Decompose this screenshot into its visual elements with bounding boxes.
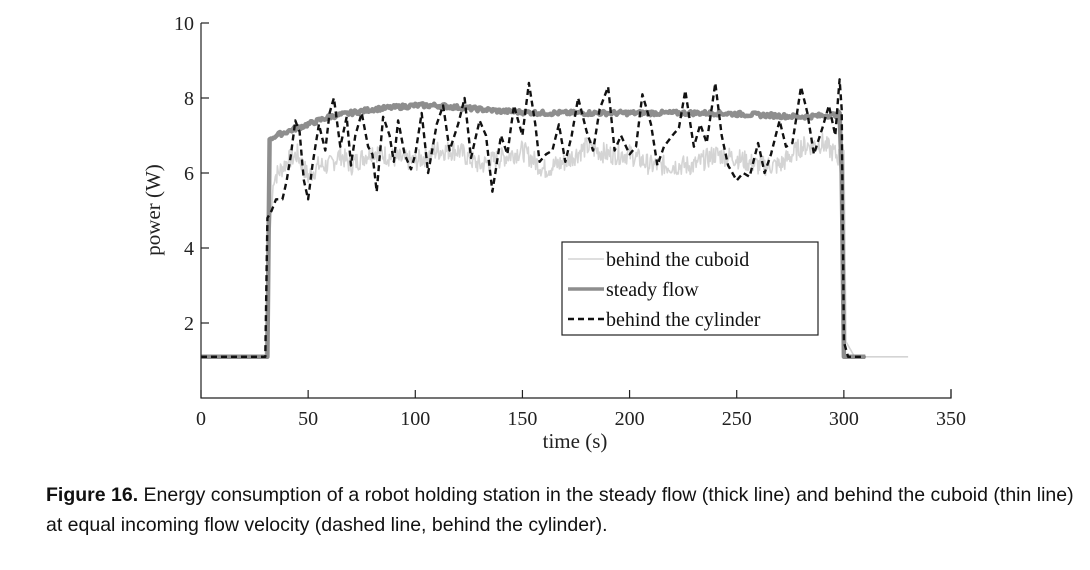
series-line-2	[200, 101, 867, 360]
legend-label: behind the cuboid	[606, 249, 749, 271]
series-line-1	[200, 132, 909, 358]
x-tick-label: 300	[829, 408, 859, 430]
x-tick-label: 250	[722, 408, 752, 430]
tick-labels: 0 50 100 150 200 250 300 350 2 4 6 8 10	[174, 13, 966, 430]
x-tick-label: 350	[936, 408, 966, 430]
y-tick-label: 4	[184, 238, 194, 260]
x-tick-label: 200	[615, 408, 645, 430]
legend: behind the cuboid steady flow behind the c…	[561, 241, 819, 336]
x-tick-label: 100	[400, 408, 430, 430]
axes	[200, 22, 952, 399]
y-tick-label: 8	[184, 88, 194, 110]
x-tick-label: 0	[196, 408, 206, 430]
y-tick-label: 2	[184, 313, 194, 335]
legend-box	[561, 241, 819, 336]
y-axis-label: power (W)	[141, 164, 165, 256]
power-chart: 0 50 100 150 200 250 300 350 2 4 6 8 10 time (s) pow…	[141, 13, 966, 453]
y-tick-label: 6	[184, 163, 194, 185]
caption-label: Figure 16.	[46, 484, 139, 506]
legend-label: behind the cylinder	[606, 309, 761, 331]
caption-text: Energy consumption of a robot holding st…	[46, 484, 1074, 536]
y-tick-label: 10	[174, 13, 194, 35]
legend-label: steady flow	[606, 279, 699, 301]
figure-caption: Figure 16. Energy consumption of a robot…	[46, 480, 1076, 540]
x-tick-label: 150	[507, 408, 537, 430]
x-axis-label: time (s)	[543, 429, 608, 453]
x-tick-label: 50	[298, 408, 318, 430]
series-line-3	[201, 78, 866, 358]
plot-lines	[200, 78, 909, 360]
